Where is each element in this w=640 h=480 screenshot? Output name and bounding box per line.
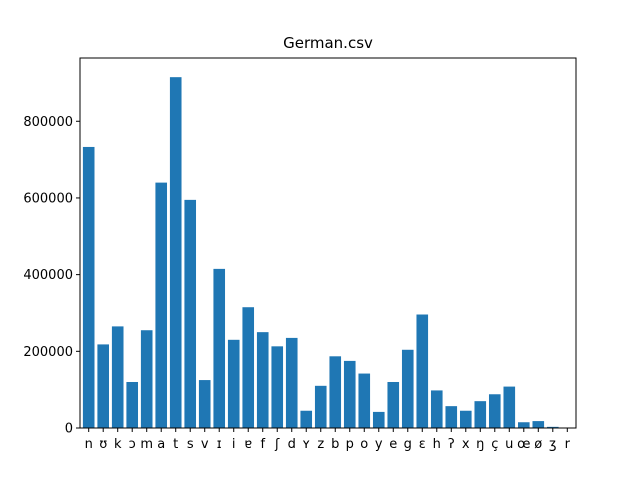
x-tick-label: o — [360, 437, 368, 452]
bar-28 — [488, 394, 501, 428]
bar-12 — [256, 332, 269, 428]
x-tick-label: ʊ — [99, 437, 107, 452]
x-tick-label: a — [157, 437, 165, 452]
bar-16 — [314, 385, 327, 428]
bar-0 — [82, 146, 95, 428]
x-tick-label: ɪ — [217, 437, 222, 452]
bar-32 — [546, 426, 559, 428]
x-tick-label: k — [114, 437, 122, 452]
x-tick-label: ŋ — [476, 437, 484, 452]
bar-14 — [285, 337, 298, 428]
y-tick-label: 200000 — [23, 345, 73, 360]
bar-7 — [184, 199, 197, 428]
bar-17 — [329, 356, 342, 428]
bar-18 — [343, 360, 356, 428]
x-tick-label: ç — [491, 437, 498, 452]
bar-2 — [111, 326, 124, 428]
bar-23 — [416, 314, 429, 428]
bar-8 — [198, 380, 211, 428]
bar-6 — [169, 77, 182, 429]
bar-1 — [97, 344, 109, 428]
x-tick-label: œ — [517, 437, 530, 452]
x-tick-label: s — [187, 437, 194, 452]
bar-11 — [242, 307, 255, 428]
x-tick-label: x — [462, 437, 470, 452]
bar-20 — [372, 411, 385, 428]
y-tick-label: 800000 — [23, 115, 73, 130]
x-tick-label: ʃ — [274, 437, 280, 452]
x-tick-label: ø — [534, 437, 542, 452]
x-tick-label: ʏ — [302, 437, 310, 452]
x-tick-label: r — [565, 437, 571, 452]
x-tick-label: p — [346, 437, 354, 452]
x-tick-label: ʒ — [549, 437, 557, 452]
x-tick-label: ɐ — [244, 437, 252, 452]
x-tick-label: d — [288, 437, 296, 452]
bar-22 — [401, 349, 414, 428]
x-tick-label: f — [260, 437, 265, 452]
bar-9 — [213, 268, 226, 428]
bar-25 — [445, 406, 458, 428]
x-tick-label: i — [232, 437, 236, 452]
y-tick-label: 0 — [65, 422, 73, 437]
bar-10 — [227, 339, 240, 428]
x-tick-label: ɛ — [419, 437, 426, 452]
y-axis: 0 200000 400000 600000 800000 — [23, 115, 80, 437]
bar-3 — [126, 381, 139, 428]
x-tick-label: v — [201, 437, 209, 452]
x-tick-label: m — [140, 437, 153, 452]
bar-26 — [459, 410, 472, 428]
x-tick-label: n — [85, 437, 93, 452]
x-tick-label: u — [505, 437, 513, 452]
x-tick-label: ɔ — [129, 437, 136, 452]
x-tick-label: t — [173, 437, 178, 452]
bar-29 — [503, 386, 516, 428]
x-tick-label: e — [389, 437, 397, 452]
bar-13 — [271, 346, 284, 428]
bars-group — [82, 77, 574, 429]
y-tick-label: 600000 — [23, 191, 73, 206]
bar-15 — [300, 410, 313, 428]
bar-31 — [532, 421, 545, 428]
plot-frame — [79, 57, 577, 429]
bar-27 — [474, 401, 487, 428]
bar-24 — [430, 390, 443, 428]
x-tick-label: z — [317, 437, 324, 452]
x-tick-label: h — [433, 437, 441, 452]
x-tick-label: b — [331, 437, 339, 452]
x-tick-label: g — [404, 437, 412, 452]
bar-4 — [140, 330, 153, 428]
x-tick-label: ʔ — [448, 437, 455, 452]
x-tick-label: y — [375, 437, 383, 452]
y-tick-label: 400000 — [23, 268, 73, 283]
chart-title: German.csv — [283, 34, 373, 52]
bar-21 — [387, 381, 400, 428]
bar-30 — [517, 422, 530, 428]
bar-5 — [155, 182, 168, 428]
bar-19 — [358, 373, 371, 428]
